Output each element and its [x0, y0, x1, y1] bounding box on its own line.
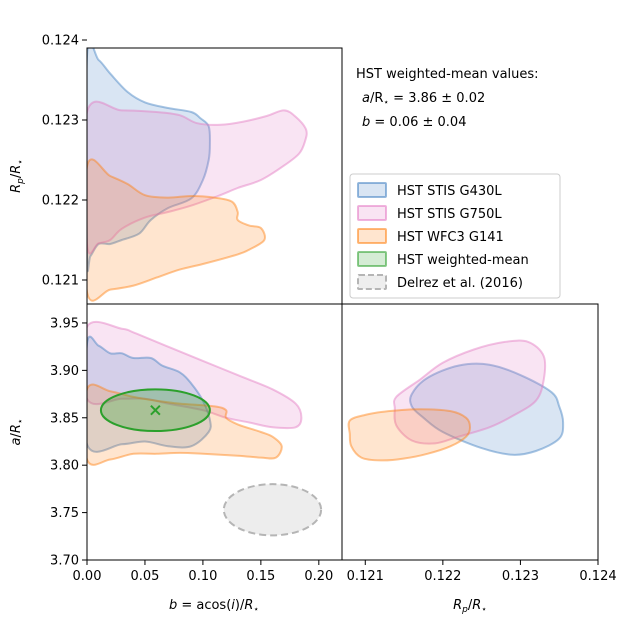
xlabel-b: b = acos(i)/R⋆ — [169, 598, 259, 615]
legend-label-hst-stis-g430l: HST STIS G430L — [397, 184, 502, 199]
legend-swatch-hst-weighted-mean — [357, 251, 387, 267]
svg-text:a/R⋆: a/R⋆ — [9, 418, 26, 445]
ytick-label: 3.80 — [50, 459, 79, 474]
panel-rp-vs-b — [87, 48, 308, 302]
svg-text:Rp/R⋆: Rp/R⋆ — [9, 159, 26, 193]
annotation-title: HST weighted-mean values: — [356, 67, 539, 82]
contour-hst-stis-g750l — [87, 320, 303, 430]
xlabel-rp: Rp/R⋆ — [453, 598, 487, 615]
svg-text:b = acos(i)/R⋆: b = acos(i)/R⋆ — [169, 598, 259, 615]
ytick-label: 0.122 — [42, 194, 79, 209]
axis-ticks: 0.121 0.122 0.123 0.124 3.70 3.75 3.80 3.85 3.90… — [42, 34, 617, 585]
xtick-label: 0.121 — [347, 569, 384, 584]
legend-label-hst-weighted-mean: HST weighted-mean — [397, 253, 529, 268]
legend-swatch-hst-wfc3-g141 — [357, 228, 387, 244]
xtick-label: 0.00 — [73, 569, 102, 584]
legend-label-hst-stis-g750l: HST STIS G750L — [397, 207, 502, 222]
contour-hst-stis-g750l — [393, 339, 547, 445]
xtick-label: 0.10 — [188, 569, 217, 584]
panel-a-vs-rp-frame — [341, 303, 599, 561]
weighted-mean-marker — [150, 404, 161, 416]
contour-hst-wfc3-g141 — [347, 408, 472, 462]
ytick-label: 3.90 — [50, 364, 79, 379]
legend-label-hst-wfc3-g141: HST WFC3 G141 — [397, 230, 504, 245]
xtick-label: 0.15 — [246, 569, 275, 584]
xtick-label: 0.124 — [579, 569, 616, 584]
xtick-label: 0.123 — [502, 569, 539, 584]
legend-swatch-hst-stis-g430l — [357, 182, 387, 198]
annotation-a-value: a/R⋆ = 3.86 ± 0.02 — [362, 91, 485, 108]
contour-hst-stis-g750l — [87, 100, 308, 255]
annotation-b-value: b = 0.06 ± 0.04 — [362, 115, 466, 130]
legend-swatch-delrez-et-al-2016 — [357, 274, 387, 290]
panel-a-vs-rp — [347, 339, 565, 462]
contour-hst-stis-g430l — [409, 362, 565, 456]
contour-hst-stis-g430l — [87, 48, 211, 273]
ytick-label: 0.123 — [42, 114, 79, 129]
xtick-label: 0.20 — [304, 569, 333, 584]
xtick-label: 0.122 — [424, 569, 461, 584]
contour-delrez-et-al-2016 — [222, 483, 323, 537]
svg-text:Rp/R⋆: Rp/R⋆ — [453, 598, 487, 615]
contour-hst-stis-g430l — [87, 335, 212, 453]
contour-hst-wfc3-g141 — [87, 383, 283, 466]
legend-box — [349, 173, 561, 299]
weighted-mean-annotation: HST weighted-mean values: a/R⋆ = 3.86 ± … — [356, 67, 539, 130]
ytick-label: 3.75 — [50, 506, 79, 521]
ytick-label: 3.95 — [50, 316, 79, 331]
legend-label-delrez-et-al-2016: Delrez et al. (2016) — [397, 276, 523, 291]
ylabel-rp: Rp/R⋆ — [9, 159, 26, 193]
panel-a-vs-b — [87, 320, 323, 537]
ylabel-a: a/R⋆ — [9, 418, 26, 445]
legend: HST STIS G430L HST STIS G750L HST WFC3 G14… — [349, 173, 561, 299]
ytick-label: 3.70 — [50, 554, 79, 569]
ytick-label: 3.85 — [50, 411, 79, 426]
ytick-label: 0.124 — [42, 34, 79, 49]
xtick-label: 0.05 — [130, 569, 159, 584]
ytick-label: 0.121 — [42, 274, 79, 289]
contour-hst-wfc3-g141 — [87, 158, 266, 302]
legend-swatch-hst-stis-g750l — [357, 205, 387, 221]
